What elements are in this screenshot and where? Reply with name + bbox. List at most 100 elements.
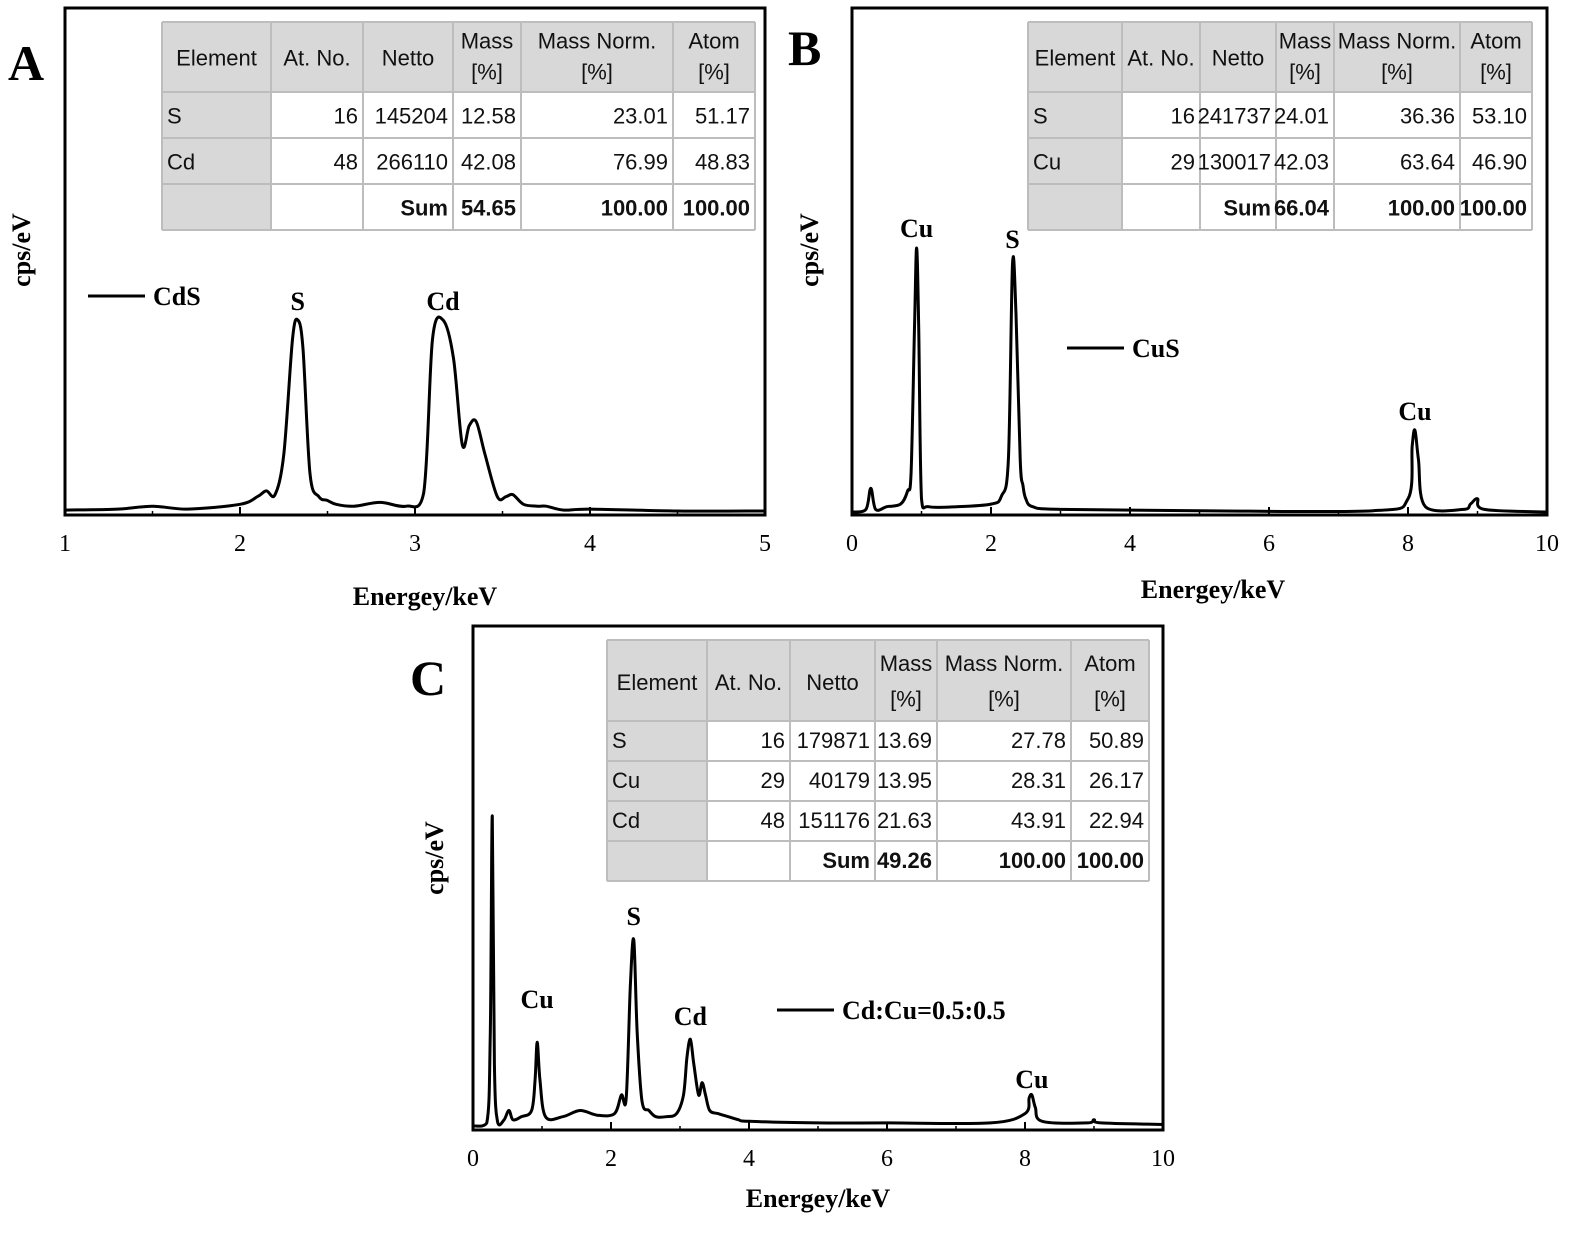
- x-tick-label: 6: [881, 1146, 893, 1172]
- table-cell: 40179: [809, 768, 870, 793]
- table-header-unit: [%]: [1480, 59, 1512, 84]
- table-cell: S: [1033, 103, 1048, 128]
- x-tick-label: 3: [409, 531, 421, 557]
- table-cell: Sum: [1223, 195, 1271, 220]
- table-cell: 29: [1171, 149, 1195, 174]
- table-cell: 23.01: [613, 103, 668, 128]
- table-header-cell: Mass Norm.: [538, 29, 657, 54]
- table-header-cell: Atom: [1470, 29, 1521, 54]
- table-cell: Sum: [400, 195, 448, 220]
- table-cell: S: [167, 103, 182, 128]
- x-tick-label: 5: [759, 531, 771, 557]
- spectrum-line: [64, 315, 766, 513]
- x-tick-label: 8: [1402, 531, 1414, 557]
- table-cell: S: [612, 728, 627, 753]
- table-header-unit: [%]: [988, 686, 1020, 711]
- table-cell: 43.91: [1011, 808, 1066, 833]
- peak-label: S: [291, 287, 305, 316]
- table-first-col-bg: [1028, 22, 1122, 230]
- table-cell: 21.63: [877, 808, 932, 833]
- table-header-unit: [%]: [698, 59, 730, 84]
- table-cell: 42.08: [461, 149, 516, 174]
- table-cell: 16: [334, 103, 358, 128]
- peak-label: Cu: [1398, 397, 1431, 426]
- table-cell: 29: [761, 768, 785, 793]
- table-cell: Cu: [1033, 149, 1061, 174]
- peak-label: S: [1005, 225, 1019, 254]
- table-cell: 53.10: [1472, 103, 1527, 128]
- table-cell: 28.31: [1011, 768, 1066, 793]
- x-tick-label: 2: [605, 1146, 617, 1172]
- table-header-unit: [%]: [1094, 686, 1126, 711]
- table-header-cell: Atom: [1084, 651, 1135, 676]
- table-cell: 51.17: [695, 103, 750, 128]
- table-header-unit: [%]: [890, 686, 922, 711]
- x-axis-label: Energey/keV: [1141, 575, 1286, 604]
- table-first-col-bg: [162, 22, 271, 230]
- table-cell: 54.65: [461, 195, 516, 220]
- table-cell: 100.00: [999, 848, 1066, 873]
- table-header-cell: At. No.: [715, 670, 782, 695]
- table-header-cell: Netto: [382, 45, 435, 70]
- table-cell: 49.26: [877, 848, 932, 873]
- table-cell: Sum: [822, 848, 870, 873]
- x-tick-label: 2: [234, 531, 246, 557]
- legend-label: Cd:Cu=0.5:0.5: [842, 996, 1006, 1025]
- spectrum-line: [851, 246, 1548, 514]
- table-cell: 48: [334, 149, 358, 174]
- table-cell: 16: [761, 728, 785, 753]
- x-tick-label: 2: [985, 531, 997, 557]
- peak-label: Cu: [521, 985, 554, 1014]
- table-cell: 27.78: [1011, 728, 1066, 753]
- panel-letter: B: [788, 20, 821, 76]
- x-axis-label: Energey/keV: [353, 582, 498, 611]
- table-header-cell: At. No.: [1127, 45, 1194, 70]
- peak-label: Cd: [426, 287, 460, 316]
- table-cell: 145204: [375, 103, 448, 128]
- table-cell: 179871: [797, 728, 870, 753]
- x-tick-label: 4: [584, 531, 596, 557]
- table-cell: 50.89: [1089, 728, 1144, 753]
- table-cell: 151176: [798, 808, 870, 833]
- legend-label: CuS: [1132, 334, 1180, 363]
- table-cell: 100.00: [1077, 848, 1144, 873]
- y-axis-label: cps/eV: [795, 213, 824, 287]
- legend-label: CdS: [153, 282, 201, 311]
- table-header-unit: [%]: [471, 59, 503, 84]
- table-cell: 66.04: [1274, 195, 1330, 220]
- peak-label: Cd: [674, 1002, 708, 1031]
- table-header-cell: At. No.: [283, 45, 350, 70]
- table-header-cell: Atom: [688, 29, 739, 54]
- table-header-unit: [%]: [581, 59, 613, 84]
- composition-table: Element At. No. Netto Mass [%] Mass Norm. [%] A…: [606, 639, 1150, 882]
- panel-letter: C: [410, 650, 446, 706]
- table-cell: 36.36: [1400, 103, 1455, 128]
- table-cell: 12.58: [461, 103, 516, 128]
- table-header-cell: Mass: [1279, 29, 1332, 54]
- table-cell: 13.69: [877, 728, 932, 753]
- panel-letter: A: [8, 35, 44, 91]
- peak-label: Cu: [1015, 1065, 1048, 1094]
- table-cell: 22.94: [1089, 808, 1144, 833]
- table-header-cell: Mass: [880, 651, 933, 676]
- composition-table: Element At. No. Netto Mass [%] Mass Norm. [%] A…: [1027, 21, 1533, 231]
- table-cell: 46.90: [1472, 149, 1527, 174]
- x-tick-label: 6: [1263, 531, 1275, 557]
- table-header-cell: Mass Norm.: [945, 651, 1064, 676]
- table-cell: 42.03: [1274, 149, 1329, 174]
- y-axis-label: cps/eV: [7, 213, 36, 287]
- table-header-cell: Element: [617, 670, 698, 695]
- table-cell: 24.01: [1274, 103, 1329, 128]
- table-cell: 130017: [1198, 149, 1271, 174]
- table-cell: 48: [761, 808, 785, 833]
- composition-table: Element At. No. Netto Mass [%] Mass Norm. [%] A…: [161, 21, 756, 231]
- table-header-cell: Element: [176, 45, 257, 70]
- x-tick-label: 0: [846, 531, 858, 557]
- table-cell: Cu: [612, 768, 640, 793]
- table-cell: 16: [1171, 103, 1195, 128]
